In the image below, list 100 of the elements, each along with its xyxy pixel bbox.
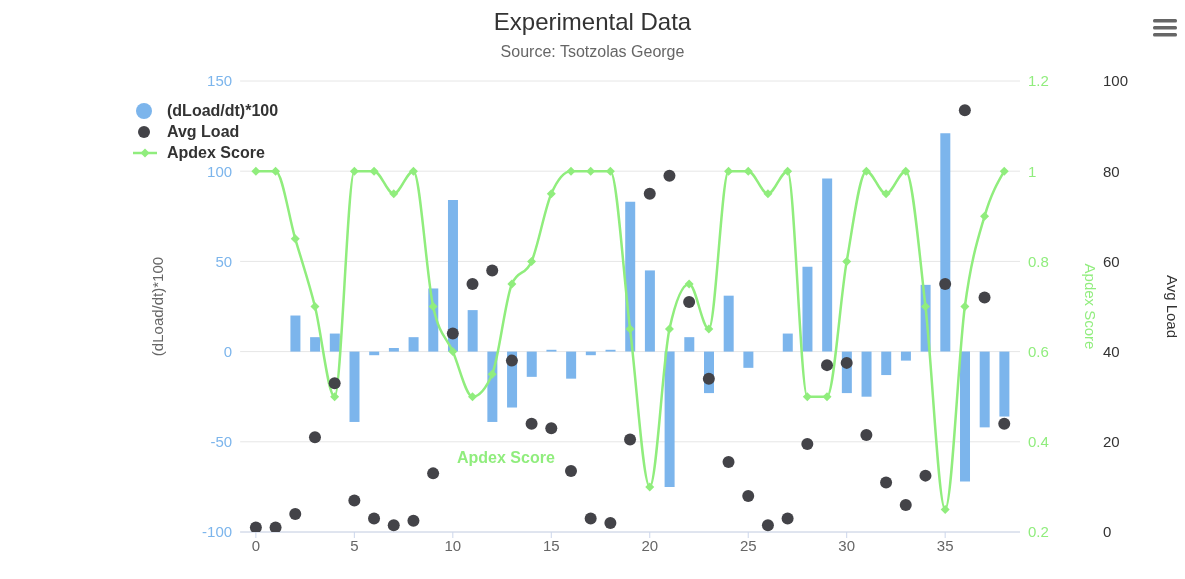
- x-tick-label: 20: [641, 536, 659, 554]
- x-tick-label: 0: [251, 536, 261, 554]
- point: [251, 166, 261, 176]
- point: [269, 521, 282, 532]
- x-tick-label: 30: [838, 536, 856, 554]
- point: [507, 279, 517, 289]
- bar: [999, 351, 1010, 417]
- point: [624, 433, 637, 446]
- y3-tick-label: 60: [1103, 252, 1120, 270]
- bar: [822, 178, 833, 352]
- point: [702, 372, 715, 385]
- point: [939, 277, 952, 290]
- x-tick-label: 15: [542, 536, 560, 554]
- y-tick-label: -50: [210, 433, 233, 451]
- point: [840, 356, 853, 369]
- point: [486, 264, 499, 277]
- point: [645, 482, 655, 492]
- point: [564, 465, 577, 478]
- y2-tick-label: 1.2: [1028, 72, 1049, 90]
- point: [899, 498, 912, 511]
- point: [664, 324, 674, 334]
- point: [546, 189, 556, 199]
- point: [722, 456, 735, 469]
- point: [919, 469, 932, 482]
- y2-axis-title: Apdex Score: [1081, 263, 1099, 350]
- y-tick-label: 150: [207, 72, 233, 90]
- point: [643, 187, 656, 200]
- bar: [388, 347, 399, 352]
- point: [586, 166, 596, 176]
- bar: [526, 351, 537, 377]
- bar: [408, 337, 419, 352]
- point: [290, 234, 300, 244]
- point: [289, 507, 302, 520]
- bar: [467, 310, 478, 352]
- y3-tick-label: 20: [1103, 433, 1120, 451]
- point: [684, 279, 694, 289]
- point: [881, 189, 891, 199]
- bar: [684, 337, 695, 352]
- point: [310, 302, 320, 311]
- point: [427, 467, 440, 480]
- point: [901, 166, 911, 176]
- bar: [743, 351, 754, 368]
- point: [487, 369, 497, 379]
- point: [763, 189, 773, 199]
- point: [663, 169, 676, 182]
- point: [842, 256, 852, 266]
- y2-tick-label: 1: [1028, 162, 1037, 180]
- legend-label: Apdex Score: [167, 143, 265, 163]
- x-tick-label: 35: [936, 536, 954, 554]
- point: [704, 324, 714, 334]
- y3-tick-label: 40: [1103, 342, 1120, 360]
- point: [999, 166, 1009, 176]
- point: [743, 166, 753, 176]
- bar: [447, 200, 458, 352]
- point: [625, 324, 635, 334]
- point: [584, 512, 597, 525]
- bar: [782, 333, 793, 352]
- legend-label: Avg Load: [167, 122, 240, 142]
- point: [920, 302, 930, 311]
- point: [387, 519, 400, 532]
- point: [604, 516, 617, 529]
- y-tick-label: 100: [207, 162, 233, 180]
- bar: [881, 351, 892, 376]
- point: [328, 377, 341, 390]
- point: [527, 256, 537, 266]
- point: [428, 302, 438, 311]
- point: [369, 166, 379, 176]
- y-axis-title: (dLoad/dt)*100: [149, 256, 167, 357]
- y-tick-label: -100: [202, 523, 233, 541]
- bar: [329, 333, 340, 352]
- x-tick-label: 5: [350, 536, 359, 554]
- annotation: Apdex Score: [457, 449, 555, 467]
- legend-label: (dLoad/dt)*100: [167, 101, 279, 121]
- bar: [664, 351, 675, 487]
- bar: [290, 315, 301, 352]
- point: [330, 392, 340, 402]
- point: [683, 295, 696, 308]
- point: [821, 359, 833, 372]
- point: [781, 512, 794, 525]
- point: [860, 429, 873, 442]
- point: [978, 291, 991, 304]
- y2-tick-label: 0.8: [1028, 252, 1049, 270]
- bar: [723, 295, 734, 352]
- y3-tick-label: 0: [1103, 523, 1112, 541]
- point: [308, 431, 321, 444]
- bar: [349, 351, 360, 422]
- point: [801, 438, 814, 451]
- point: [545, 422, 558, 435]
- y-tick-label: 0: [223, 342, 233, 360]
- point: [822, 392, 832, 402]
- bar: [979, 351, 990, 428]
- y2-tick-label: 0.2: [1028, 523, 1049, 541]
- chart-title: Experimental Data: [492, 8, 693, 36]
- bar: [644, 270, 655, 352]
- point: [525, 417, 538, 430]
- y-tick-label: 50: [215, 252, 233, 270]
- point: [348, 494, 361, 507]
- point: [940, 504, 950, 514]
- point: [980, 211, 990, 221]
- y3-tick-label: 80: [1103, 162, 1120, 180]
